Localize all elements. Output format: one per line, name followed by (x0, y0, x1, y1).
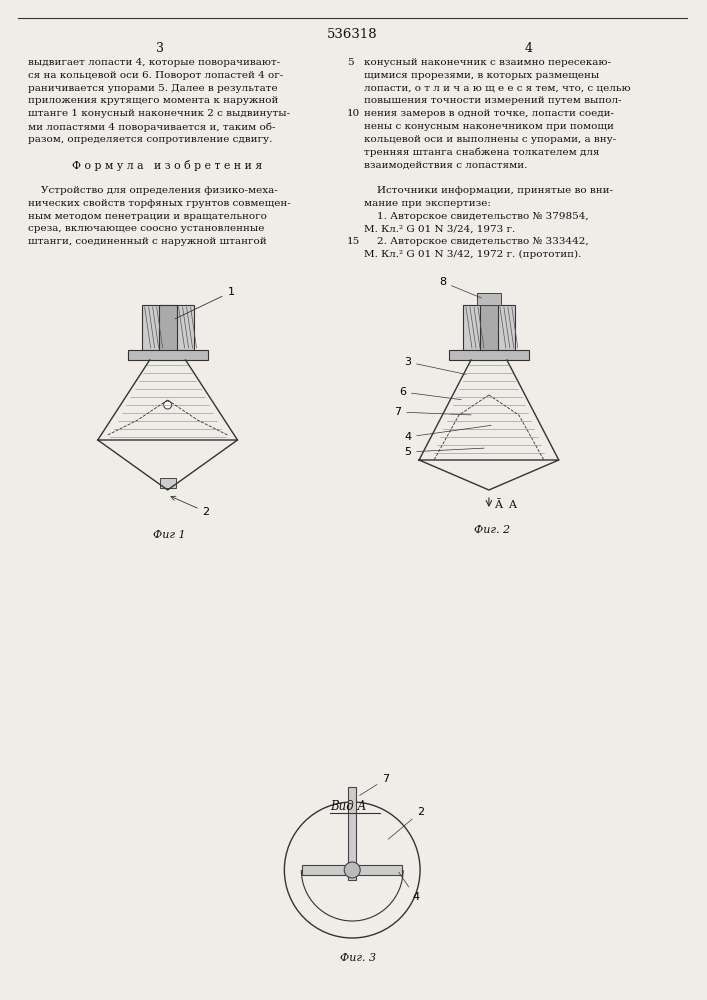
Text: взаимодействия с лопастями.: взаимодействия с лопастями. (364, 160, 527, 169)
Text: Ā  A: Ā A (494, 500, 517, 510)
Bar (463, 305, 515, 350)
Bar (449, 350, 529, 360)
Text: Устройство для определения физико-меха-: Устройство для определения физико-меха- (28, 186, 278, 195)
Bar (477, 293, 501, 305)
Bar (303, 865, 402, 875)
Text: выдвигает лопасти 4, которые поворачивают-: выдвигает лопасти 4, которые поворачиваю… (28, 58, 280, 67)
Text: мание при экспертизе:: мание при экспертизе: (364, 199, 491, 208)
Text: щимися прорезями, в которых размещены: щимися прорезями, в которых размещены (364, 71, 600, 80)
Text: 2. Авторское свидетельство № 333442,: 2. Авторское свидетельство № 333442, (364, 237, 589, 246)
Text: кольцевой оси и выполнены с упорами, а вну-: кольцевой оси и выполнены с упорами, а в… (364, 135, 617, 144)
Bar (480, 305, 498, 360)
Bar (158, 305, 177, 360)
Text: ми лопастями 4 поворачивается и, таким об-: ми лопастями 4 поворачивается и, таким о… (28, 122, 276, 131)
Text: среза, включающее соосно установленные: среза, включающее соосно установленные (28, 224, 264, 233)
Text: 4: 4 (399, 872, 419, 902)
Circle shape (344, 862, 360, 878)
Text: Фиг. 3: Фиг. 3 (340, 953, 376, 963)
Bar (349, 787, 356, 880)
Text: 4: 4 (525, 42, 533, 55)
Text: нены с конусным наконечником при помощи: нены с конусным наконечником при помощи (364, 122, 614, 131)
Text: разом, определяется сопротивление сдвигу.: разом, определяется сопротивление сдвигу… (28, 135, 272, 144)
Text: 536318: 536318 (327, 28, 378, 41)
Text: 2: 2 (171, 496, 210, 517)
Bar (160, 478, 175, 488)
Text: 7: 7 (394, 407, 471, 417)
Circle shape (163, 401, 172, 409)
Text: 5: 5 (404, 447, 484, 457)
Text: нических свойств торфяных грунтов совмещен-: нических свойств торфяных грунтов совмещ… (28, 199, 291, 208)
Text: 1. Авторское свидетельство № 379854,: 1. Авторское свидетельство № 379854, (364, 212, 589, 221)
Bar (128, 350, 208, 360)
Text: Фиг. 2: Фиг. 2 (474, 525, 510, 535)
Text: 2: 2 (388, 807, 424, 839)
Text: тренняя штанга снабжена толкателем для: тренняя штанга снабжена толкателем для (364, 148, 600, 157)
Text: 4: 4 (404, 425, 491, 442)
Text: 3: 3 (156, 42, 163, 55)
Text: 6: 6 (399, 387, 461, 400)
Text: 10: 10 (347, 109, 361, 118)
Text: повышения точности измерений путем выпол-: повышения точности измерений путем выпол… (364, 96, 622, 105)
Text: М. Кл.² G 01 N 3/42, 1972 г. (прототип).: М. Кл.² G 01 N 3/42, 1972 г. (прототип). (364, 250, 582, 259)
Text: конусный наконечник с взаимно пересекаю-: конусный наконечник с взаимно пересекаю- (364, 58, 611, 67)
Text: 15: 15 (347, 237, 361, 246)
Text: 7: 7 (360, 774, 390, 796)
Text: ся на кольцевой оси 6. Поворот лопастей 4 ог-: ся на кольцевой оси 6. Поворот лопастей … (28, 71, 284, 80)
Text: 1: 1 (175, 287, 235, 319)
Text: Фиг 1: Фиг 1 (153, 530, 185, 540)
Text: М. Кл.² G 01 N 3/24, 1973 г.: М. Кл.² G 01 N 3/24, 1973 г. (364, 224, 515, 233)
Text: Источники информации, принятые во вни-: Источники информации, принятые во вни- (364, 186, 613, 195)
Text: нения замеров в одной точке, лопасти соеди-: нения замеров в одной точке, лопасти сое… (364, 109, 614, 118)
Text: 3: 3 (404, 357, 466, 374)
Text: приложения крутящего момента к наружной: приложения крутящего момента к наружной (28, 96, 279, 105)
Text: лопасти, о т л и ч а ю щ е е с я тем, что, с целью: лопасти, о т л и ч а ю щ е е с я тем, чт… (364, 84, 631, 93)
Text: штанге 1 конусный наконечник 2 с выдвинуты-: штанге 1 конусный наконечник 2 с выдвину… (28, 109, 290, 118)
Text: раничивается упорами 5. Далее в результате: раничивается упорами 5. Далее в результа… (28, 84, 278, 93)
Bar (141, 305, 194, 350)
Text: Вид А: Вид А (330, 800, 367, 813)
Text: 8: 8 (439, 277, 481, 298)
Text: Ф о р м у л а   и з о б р е т е н и я: Ф о р м у л а и з о б р е т е н и я (58, 160, 262, 171)
Text: 5: 5 (347, 58, 354, 67)
Text: штанги, соединенный с наружной штангой: штанги, соединенный с наружной штангой (28, 237, 267, 246)
Text: ным методом пенетрации и вращательного: ным методом пенетрации и вращательного (28, 212, 267, 221)
